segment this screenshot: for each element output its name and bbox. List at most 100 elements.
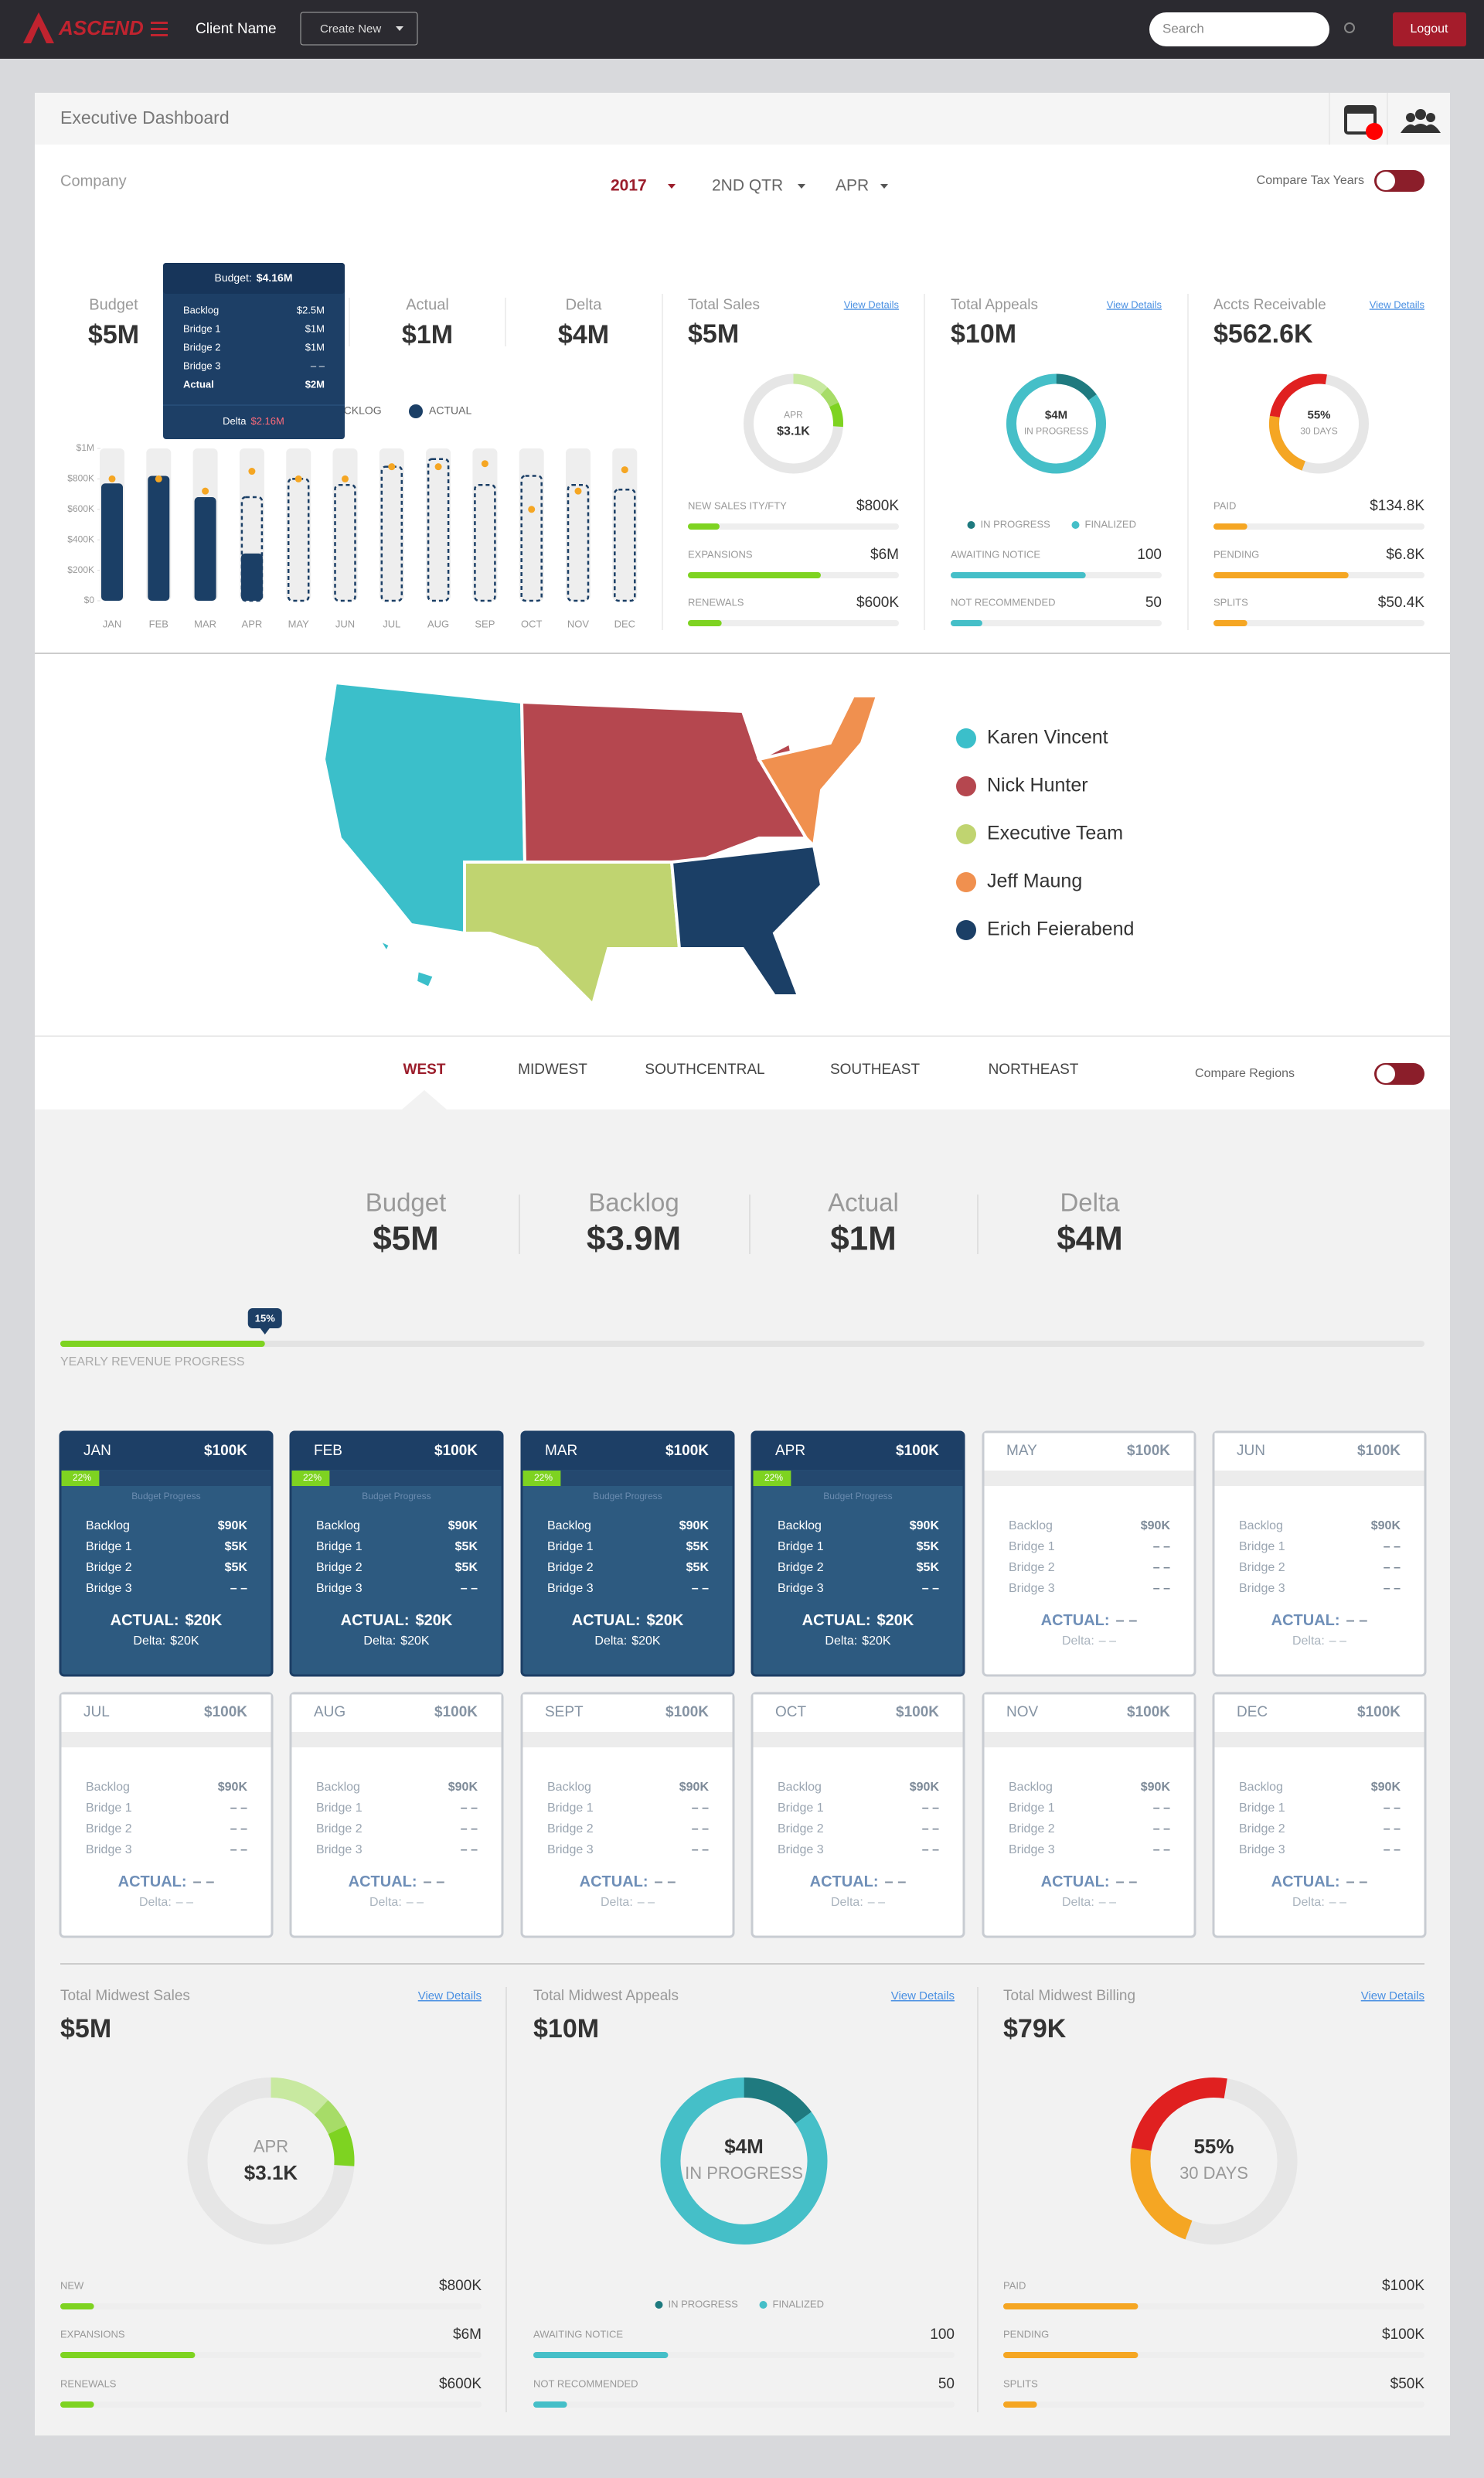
card-amount: $100K bbox=[204, 1443, 247, 1459]
menu-icon[interactable] bbox=[151, 22, 168, 36]
legend-label: FINALIZED bbox=[1085, 518, 1136, 530]
legend-dot bbox=[956, 824, 976, 844]
card-delta-label: Delta: bbox=[369, 1896, 402, 1909]
region-tab[interactable]: SOUTHCENTRAL bbox=[645, 1062, 764, 1078]
card-row-value: – – bbox=[1384, 1822, 1401, 1835]
create-button[interactable] bbox=[300, 12, 418, 46]
view-details-link[interactable]: View Details bbox=[1107, 298, 1162, 310]
budget-marker bbox=[342, 475, 349, 482]
donut-segment bbox=[187, 2077, 355, 2245]
card-amount: $100K bbox=[665, 1704, 709, 1720]
card-progress-caption: Budget Progress bbox=[593, 1491, 662, 1501]
card-amount: $100K bbox=[434, 1443, 478, 1459]
y-tick-label: $1M bbox=[77, 442, 94, 453]
card-row-value: $90K bbox=[910, 1519, 940, 1532]
view-details-link[interactable]: View Details bbox=[1361, 1989, 1424, 2003]
progress-fill bbox=[688, 620, 722, 626]
us-map bbox=[322, 680, 880, 1007]
search-placeholder[interactable]: Search bbox=[1162, 21, 1204, 36]
kpi-title: Total Midwest Sales bbox=[60, 1988, 190, 2004]
card-row-label: Bridge 2 bbox=[547, 1561, 594, 1574]
card-actual-value: – – bbox=[1116, 1873, 1138, 1890]
progress-fill bbox=[60, 2303, 94, 2309]
card-row-value: – – bbox=[461, 1801, 478, 1815]
card-delta: Delta: – – bbox=[601, 1896, 655, 1909]
card-row-value: $5K bbox=[455, 1561, 478, 1574]
region-tab[interactable]: NORTHEAST bbox=[989, 1062, 1079, 1078]
card-actual: ACTUAL: $20K bbox=[572, 1612, 684, 1629]
card-row-label: Bridge 3 bbox=[1239, 1582, 1285, 1595]
logout-button[interactable] bbox=[1393, 12, 1466, 46]
backlog-bar bbox=[427, 458, 450, 602]
donut-center-top: APR bbox=[784, 410, 803, 421]
tooltip-delta-value: $2.16M bbox=[250, 415, 284, 427]
region-tab[interactable]: WEST bbox=[403, 1062, 446, 1078]
view-details-link[interactable]: View Details bbox=[844, 298, 900, 310]
view-details-link[interactable]: View Details bbox=[418, 1989, 482, 2003]
card-row-value: $90K bbox=[1141, 1781, 1171, 1794]
x-tick-label: AUG bbox=[427, 618, 449, 629]
progress-fill bbox=[60, 2352, 196, 2358]
row-label: SPLITS bbox=[1003, 2377, 1038, 2389]
card-row-label: Bridge 2 bbox=[778, 1822, 824, 1835]
card-header bbox=[984, 1433, 1194, 1471]
progress-track bbox=[1003, 2401, 1424, 2408]
users-icon[interactable] bbox=[1401, 109, 1441, 133]
month-card bbox=[59, 1692, 274, 1938]
view-details-link[interactable]: View Details bbox=[1370, 298, 1425, 310]
view-details-link[interactable]: View Details bbox=[891, 1989, 955, 2003]
card-delta-label: Delta: bbox=[594, 1634, 627, 1648]
card-progress-track bbox=[753, 1732, 963, 1747]
region-tab[interactable]: MIDWEST bbox=[518, 1062, 587, 1078]
brand: ASCEND bbox=[58, 16, 144, 39]
card-row-value: – – bbox=[692, 1582, 709, 1595]
x-tick-label: DEC bbox=[614, 618, 635, 629]
search-box[interactable] bbox=[1149, 12, 1329, 46]
card-row-label: Bridge 2 bbox=[1239, 1822, 1285, 1835]
compare-regions-label: Compare Regions bbox=[1195, 1067, 1295, 1080]
row-value: 50 bbox=[1145, 595, 1162, 611]
legend-label: IN PROGRESS bbox=[981, 518, 1051, 530]
kpi-title: Total Midwest Billing bbox=[1003, 1988, 1135, 2004]
card-row-value: $90K bbox=[1371, 1781, 1401, 1794]
card-delta-value: $20K bbox=[862, 1634, 891, 1648]
legend-label: FINALIZED bbox=[773, 2298, 824, 2309]
progress-fill bbox=[1003, 2303, 1139, 2309]
tooltip-row-label: Bridge 1 bbox=[183, 322, 220, 334]
card-row-label: Bridge 1 bbox=[778, 1540, 824, 1553]
card-delta: Delta: – – bbox=[1292, 1634, 1346, 1648]
logout-label[interactable]: Logout bbox=[1411, 22, 1448, 36]
regions-toggle[interactable] bbox=[1374, 1063, 1424, 1085]
month-filter[interactable]: APR bbox=[836, 177, 869, 195]
region-tab[interactable]: SOUTHEAST bbox=[830, 1062, 921, 1078]
compare-toggle[interactable] bbox=[1374, 170, 1424, 192]
card-delta-label: Delta: bbox=[1292, 1634, 1325, 1648]
create-label[interactable]: Create New bbox=[320, 22, 381, 36]
card-delta-label: Delta: bbox=[831, 1896, 863, 1909]
tooltip-row-label: Backlog bbox=[183, 304, 219, 315]
card-progress-track bbox=[1214, 1732, 1424, 1747]
legend-dot bbox=[956, 872, 976, 892]
month-card bbox=[520, 1692, 735, 1938]
card-delta-label: Delta: bbox=[1292, 1896, 1325, 1909]
search-icon[interactable] bbox=[1344, 22, 1355, 33]
progress-fill bbox=[1213, 523, 1247, 530]
calendar-icon[interactable] bbox=[1344, 105, 1383, 140]
card-row-label: Bridge 3 bbox=[86, 1582, 132, 1595]
x-tick-label: FEB bbox=[149, 618, 168, 629]
actual-bar bbox=[101, 483, 123, 601]
summary-label: Delta bbox=[566, 296, 603, 313]
card-row-value: – – bbox=[230, 1822, 247, 1835]
card-delta: Delta: $20K bbox=[133, 1634, 199, 1648]
card-month: JUL bbox=[83, 1704, 110, 1720]
progress-track bbox=[1213, 620, 1424, 626]
client-name[interactable]: Client Name bbox=[196, 21, 277, 37]
quarter-filter[interactable]: 2ND QTR bbox=[712, 177, 783, 195]
tooltip-delta: Delta $2.16M bbox=[223, 415, 284, 427]
budget-marker bbox=[248, 468, 256, 475]
card-row-label: Bridge 2 bbox=[1239, 1561, 1285, 1574]
donut-center-bottom: IN PROGRESS bbox=[685, 2163, 803, 2183]
year-filter[interactable]: 2017 bbox=[611, 177, 647, 195]
card-row-label: Backlog bbox=[778, 1519, 822, 1532]
card-amount: $100K bbox=[896, 1704, 939, 1720]
